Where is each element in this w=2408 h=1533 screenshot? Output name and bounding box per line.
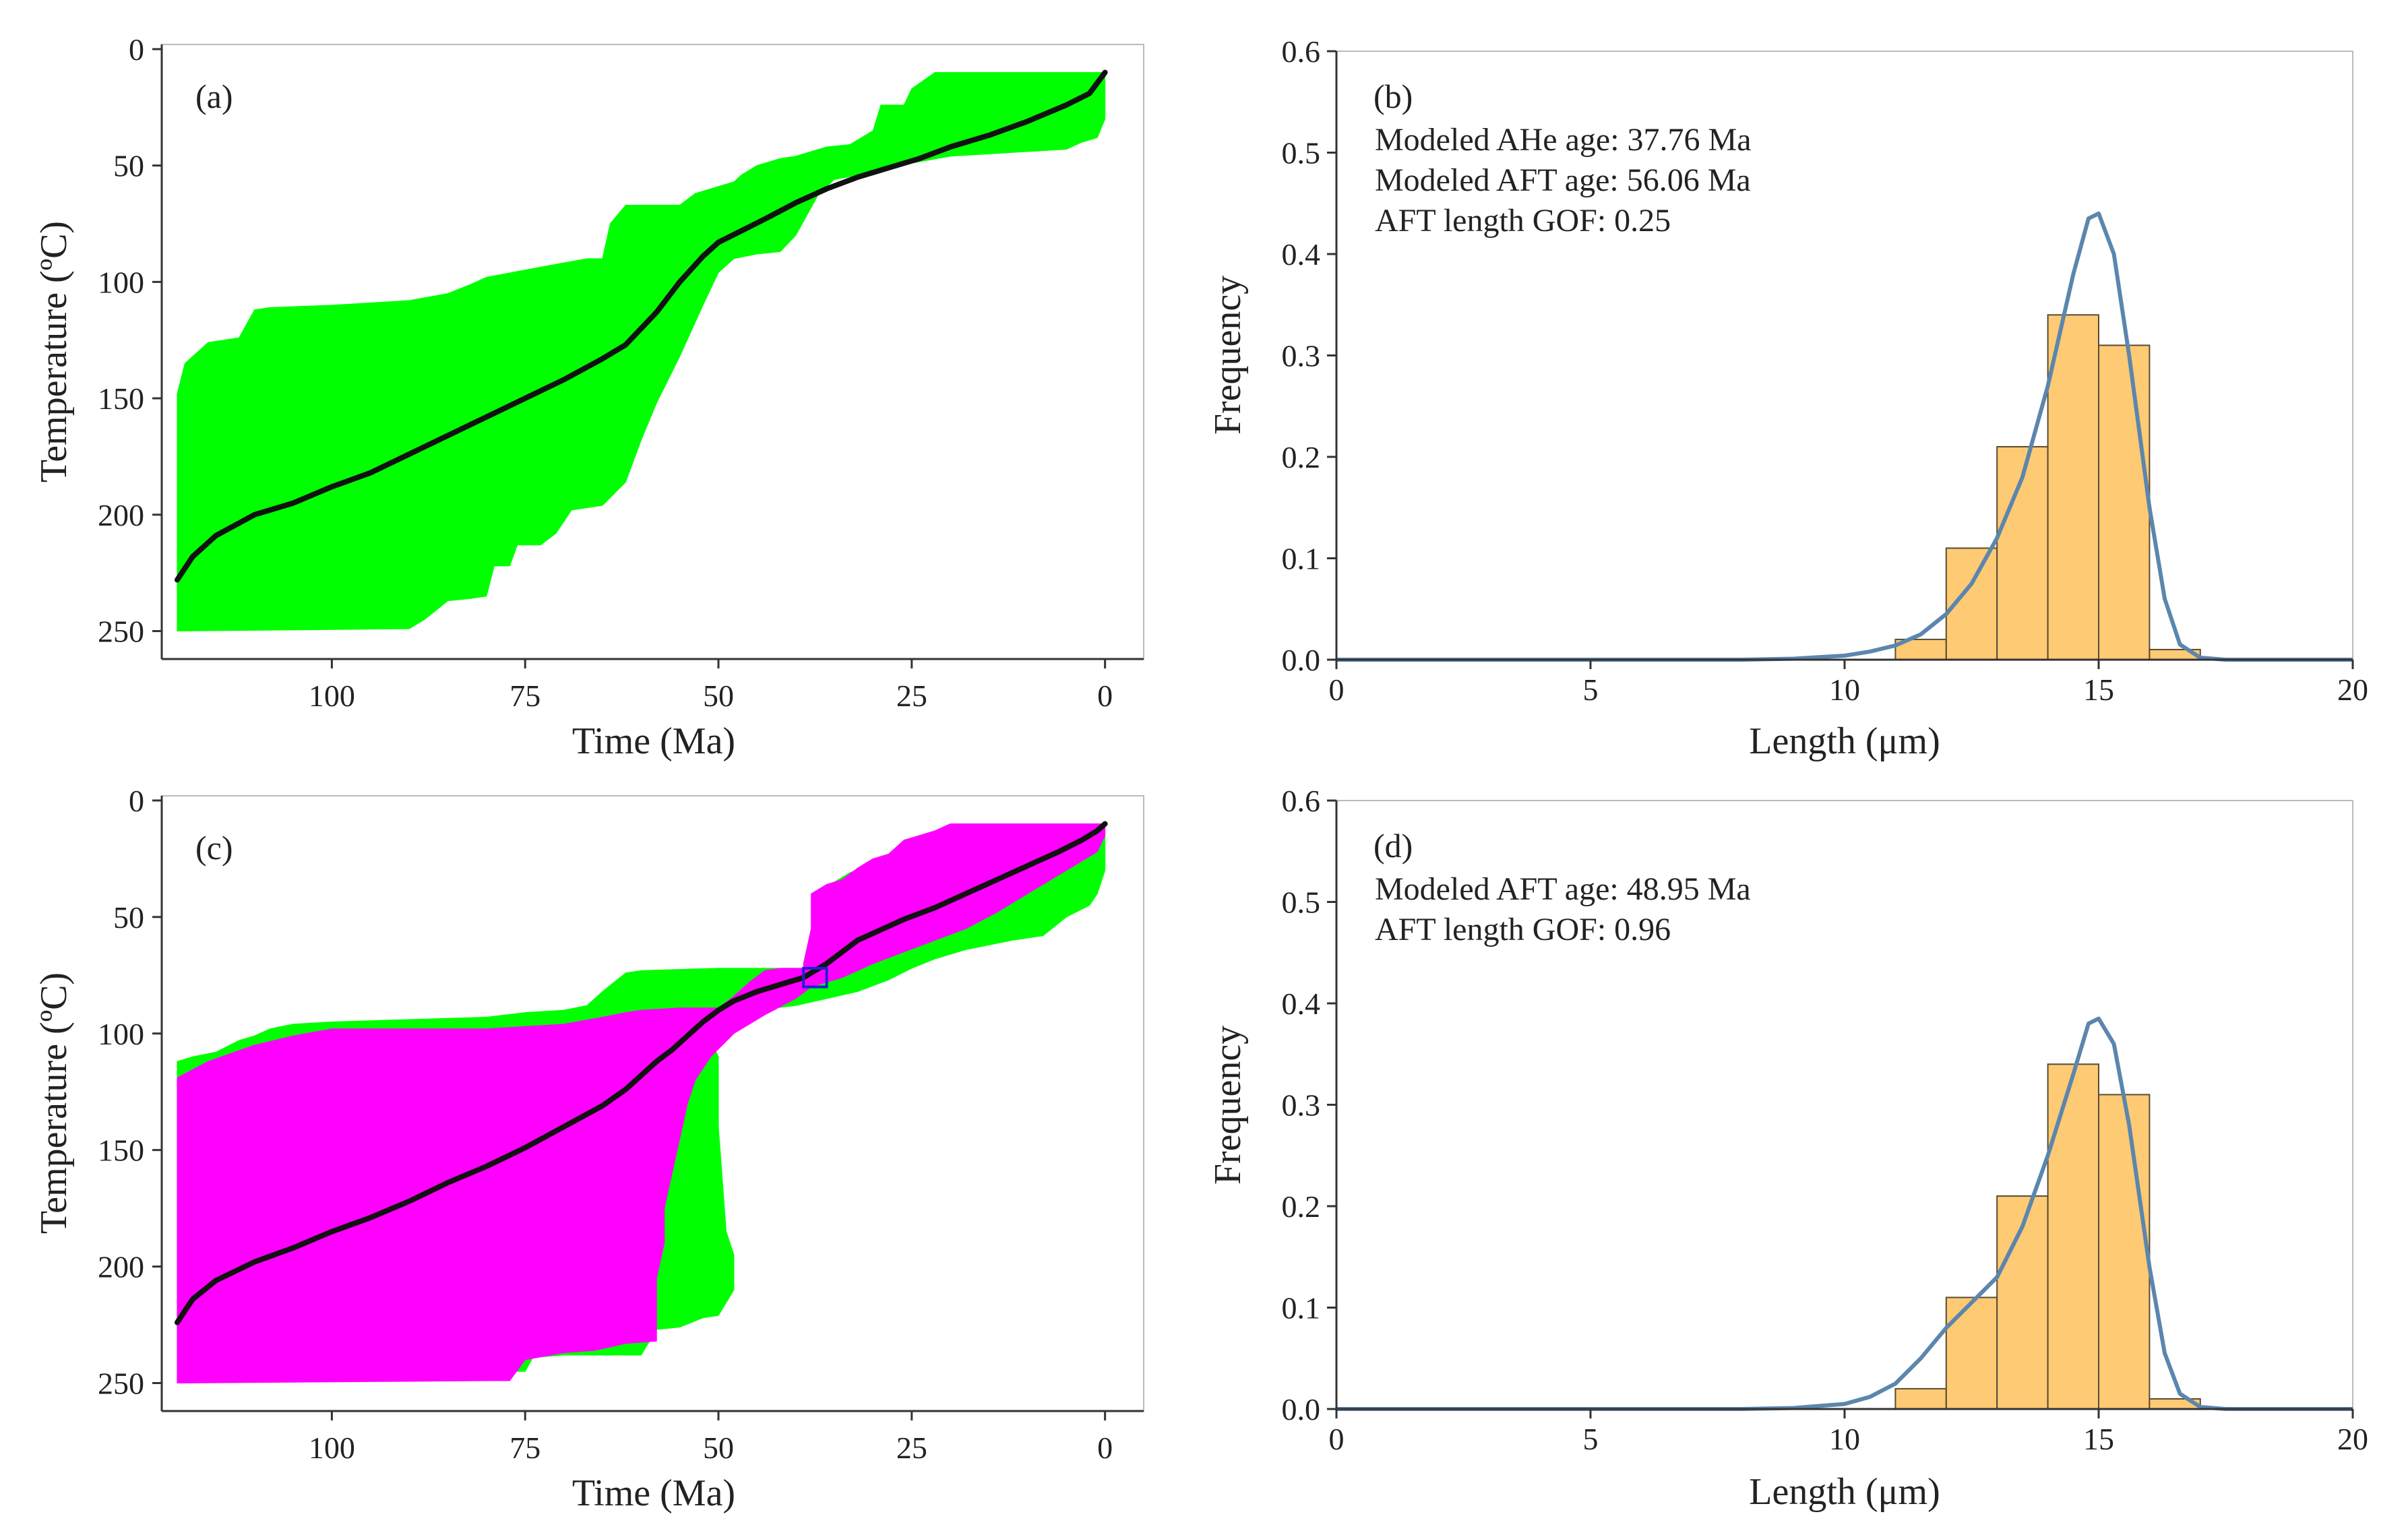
y-tick-label: 0 <box>129 32 144 67</box>
y-tick-label: 150 <box>98 381 144 416</box>
y-tick-label: 0.5 <box>1282 885 1321 920</box>
panel-a-best-path <box>174 69 1108 583</box>
panel-c-x-axis: 100 75 50 25 0 <box>162 1410 1144 1465</box>
panel-c-label: (c) <box>195 829 233 867</box>
y-tick-label: 0.1 <box>1282 1291 1321 1325</box>
panel-b-annotation-gof: AFT length GOF: 0.25 <box>1375 203 1671 239</box>
panel-c-best-path <box>174 821 1108 1325</box>
x-tick-label: 0 <box>1097 1431 1113 1465</box>
panel-d-annotation-aft-age: Modeled AFT age: 48.95 Ma <box>1375 871 1751 907</box>
panel-b-y-axis: 0.0 0.1 0.2 0.3 0.4 0.5 0.6 <box>1282 34 1338 677</box>
length-fit-curve <box>1336 211 2353 662</box>
y-tick-label: 0.4 <box>1282 237 1321 272</box>
y-tick-label: 0.6 <box>1282 784 1321 818</box>
histogram-bar <box>2047 1063 2100 1410</box>
y-tick-label: 0.0 <box>1282 1392 1321 1427</box>
histogram-bar <box>2098 344 2151 660</box>
y-tick-label: 200 <box>98 1250 144 1284</box>
x-tick-label: 25 <box>896 679 927 713</box>
panel-b-bars <box>1894 314 2201 661</box>
y-tick-label: 50 <box>113 149 144 183</box>
y-tick-label: 200 <box>98 498 144 532</box>
x-tick-label: 100 <box>309 679 355 713</box>
length-fit-curve <box>1336 1016 2353 1411</box>
panel-b-x-axis: 0 5 10 15 20 <box>1329 658 2368 707</box>
constraint-box <box>802 966 828 989</box>
x-tick-label: 50 <box>703 679 734 713</box>
x-tick-label: 25 <box>896 1431 927 1465</box>
x-tick-label: 50 <box>703 1431 734 1465</box>
histogram-bar <box>1894 1387 1947 1410</box>
y-tick-label: 0.3 <box>1282 339 1321 373</box>
x-tick-label: 20 <box>2337 1422 2368 1456</box>
y-tick-label: 0.0 <box>1282 643 1321 677</box>
y-tick-label: 250 <box>98 615 144 649</box>
y-tick-label: 100 <box>98 1017 144 1051</box>
magenta-envelope <box>177 823 1106 1384</box>
x-tick-label: 0 <box>1329 1422 1345 1456</box>
panel-d-annotation-gof: AFT length GOF: 0.96 <box>1375 912 1671 947</box>
panel-b-label: (b) <box>1373 77 1413 115</box>
panel-d-y-axis-title: Frequency <box>1207 1026 1249 1185</box>
panel-b-x-axis-title: Length (μm) <box>1749 720 1940 762</box>
panel-a-y-axis-title: Temperature (ºC) <box>33 221 75 482</box>
y-tick-label: 0.3 <box>1282 1088 1321 1123</box>
panel-c-y-axis: 0 50 100 150 200 250 <box>98 784 163 1411</box>
x-tick-label: 10 <box>1829 672 1860 707</box>
panel-a-y-axis: 0 50 100 150 200 250 <box>98 32 163 659</box>
panel-b-length-histogram: 0 5 10 15 20 0.0 0.1 0.2 0.3 0.4 0.5 0.6 (b) Model… <box>1207 34 2368 762</box>
x-tick-label: 0 <box>1329 672 1345 707</box>
panel-c-y-axis-title: Temperature (ºC) <box>33 972 75 1234</box>
y-tick-label: 50 <box>113 900 144 935</box>
panel-c-constraint-box <box>802 966 828 989</box>
panel-b-y-axis-title: Frequency <box>1207 276 1249 435</box>
histogram-bar <box>1945 1296 1998 1410</box>
x-tick-label: 5 <box>1583 1422 1599 1456</box>
x-tick-label: 15 <box>2083 1422 2114 1456</box>
panel-b-annotation-ahe-age: Modeled AHe age: 37.76 Ma <box>1375 122 1752 158</box>
panel-d-length-histogram: 0 5 10 15 20 0.0 0.1 0.2 0.3 0.4 0.5 0.6 (d) Model… <box>1207 784 2368 1513</box>
panel-b-annotation-aft-age: Modeled AFT age: 56.06 Ma <box>1375 162 1751 198</box>
panel-a-label: (a) <box>195 77 233 115</box>
green-envelope <box>177 71 1106 632</box>
x-tick-label: 20 <box>2337 672 2368 707</box>
panel-b-fit-curve <box>1336 211 2353 662</box>
panel-d-bars <box>1894 1063 2201 1410</box>
best-fit-path-line <box>174 69 1108 583</box>
x-tick-label: 100 <box>309 1431 355 1465</box>
x-tick-label: 5 <box>1583 672 1599 707</box>
panel-d-x-axis-title: Length (μm) <box>1749 1471 1940 1513</box>
y-tick-label: 0.4 <box>1282 987 1321 1021</box>
panel-d-label: (d) <box>1373 827 1413 865</box>
y-tick-label: 0.5 <box>1282 136 1321 170</box>
x-tick-label: 75 <box>510 679 541 713</box>
panel-a-envelopes <box>177 71 1106 632</box>
y-tick-label: 100 <box>98 265 144 299</box>
y-tick-label: 0.6 <box>1282 34 1321 69</box>
y-tick-label: 0.1 <box>1282 542 1321 576</box>
x-tick-label: 15 <box>2083 672 2114 707</box>
x-tick-label: 75 <box>510 1431 541 1465</box>
panel-a-x-axis-title: Time (Ma) <box>572 720 735 762</box>
histogram-bar <box>1996 445 2049 660</box>
x-tick-label: 0 <box>1097 679 1113 713</box>
panel-d-fit-curve <box>1336 1016 2353 1411</box>
panel-a-x-axis: 100 75 50 25 0 <box>162 658 1144 713</box>
panel-d-x-axis: 0 5 10 15 20 <box>1329 1408 2368 1456</box>
best-fit-path-line <box>174 821 1108 1325</box>
x-tick-label: 10 <box>1829 1422 1860 1456</box>
panel-d-y-axis: 0.0 0.1 0.2 0.3 0.4 0.5 0.6 <box>1282 784 1338 1427</box>
y-tick-label: 0.2 <box>1282 440 1321 474</box>
panel-c-envelopes <box>177 823 1106 1384</box>
panel-c-x-axis-title: Time (Ma) <box>572 1472 735 1514</box>
y-tick-label: 250 <box>98 1367 144 1401</box>
y-tick-label: 0.2 <box>1282 1189 1321 1224</box>
histogram-bar <box>2047 314 2100 660</box>
histogram-bar <box>2098 1094 2151 1410</box>
y-tick-label: 0 <box>129 784 144 818</box>
y-tick-label: 150 <box>98 1133 144 1168</box>
